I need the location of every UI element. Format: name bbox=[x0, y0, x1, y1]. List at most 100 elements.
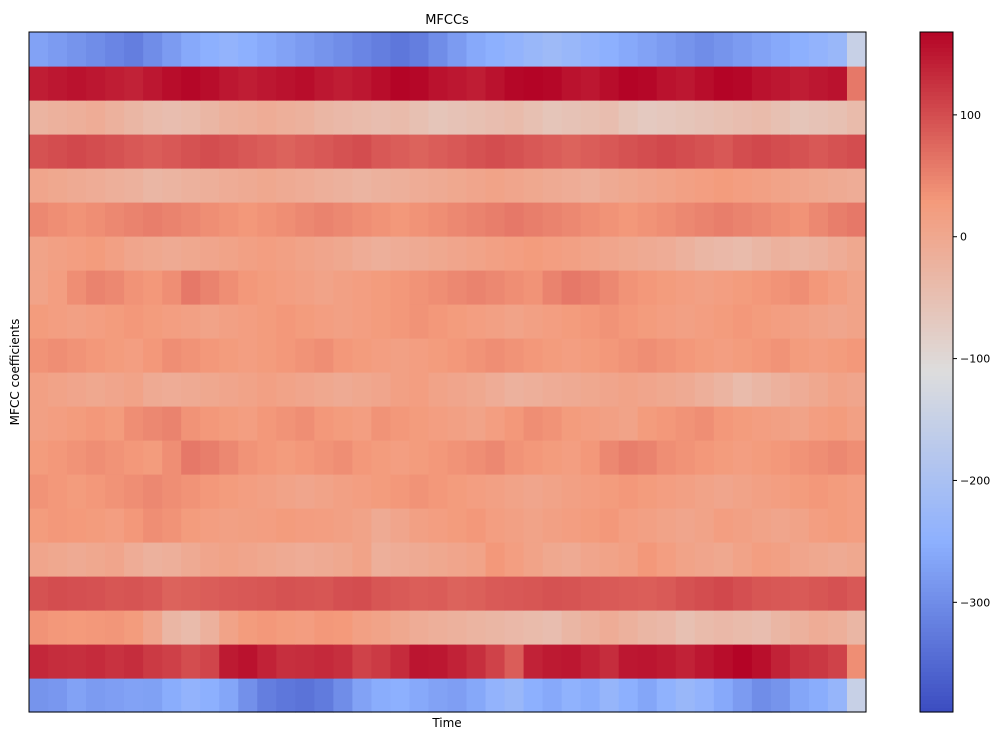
heatmap-cell bbox=[276, 644, 296, 679]
heatmap-cell bbox=[732, 678, 753, 713]
colorbar-segment bbox=[920, 172, 953, 177]
heatmap-cell bbox=[162, 576, 182, 611]
heatmap-cell bbox=[808, 610, 829, 645]
colorbar-segment bbox=[920, 696, 953, 701]
heatmap-cell bbox=[86, 542, 106, 577]
heatmap-cell bbox=[827, 678, 848, 713]
heatmap-cell bbox=[504, 474, 525, 509]
colorbar-segment bbox=[920, 492, 953, 497]
heatmap-cell bbox=[124, 270, 144, 305]
heatmap-cell bbox=[504, 134, 525, 169]
heatmap-cell bbox=[390, 32, 411, 67]
heatmap-cell bbox=[200, 270, 220, 305]
heatmap-cell bbox=[238, 576, 258, 611]
heatmap-cell bbox=[86, 270, 106, 305]
heatmap-cell bbox=[124, 678, 144, 713]
heatmap-cell bbox=[200, 372, 220, 407]
heatmap-cell bbox=[675, 270, 696, 305]
heatmap-cell bbox=[333, 678, 353, 713]
heatmap-cell bbox=[542, 202, 563, 237]
heatmap-cell bbox=[504, 644, 525, 679]
heatmap-cell bbox=[713, 270, 734, 305]
heatmap-cell bbox=[143, 100, 163, 135]
heatmap-cell bbox=[789, 372, 810, 407]
colorbar-segment bbox=[920, 284, 953, 289]
heatmap-cell bbox=[789, 508, 810, 543]
heatmap-cell bbox=[694, 576, 715, 611]
heatmap-cell bbox=[732, 542, 753, 577]
heatmap-cell bbox=[694, 440, 715, 475]
heatmap-cell bbox=[124, 338, 144, 373]
heatmap-cell bbox=[124, 372, 144, 407]
heatmap-cell bbox=[428, 474, 449, 509]
heatmap-cell bbox=[219, 338, 239, 373]
heatmap-cell bbox=[333, 32, 353, 67]
heatmap-cell bbox=[371, 100, 392, 135]
colorbar-segment bbox=[920, 704, 953, 709]
heatmap-cell bbox=[219, 576, 239, 611]
heatmap-cell bbox=[713, 372, 734, 407]
heatmap-cell bbox=[86, 236, 106, 271]
heatmap-cell bbox=[466, 610, 487, 645]
heatmap-cell bbox=[124, 610, 144, 645]
heatmap-cell bbox=[485, 338, 506, 373]
heatmap-cell bbox=[314, 644, 334, 679]
heatmap-cell bbox=[770, 508, 791, 543]
heatmap-cell bbox=[409, 474, 430, 509]
heatmap-cell bbox=[67, 66, 87, 101]
heatmap-cell bbox=[618, 100, 639, 135]
heatmap-cell bbox=[162, 542, 182, 577]
heatmap-cell bbox=[618, 440, 639, 475]
heatmap-cell bbox=[675, 134, 696, 169]
heatmap-cell bbox=[105, 32, 125, 67]
heatmap-cell bbox=[238, 644, 258, 679]
heatmap-cell bbox=[523, 474, 544, 509]
heatmap-cell bbox=[409, 236, 430, 271]
heatmap-cell bbox=[827, 270, 848, 305]
heatmap-cell bbox=[238, 542, 258, 577]
heatmap-cell bbox=[523, 168, 544, 203]
heatmap-cell bbox=[523, 508, 544, 543]
heatmap-cell bbox=[789, 576, 810, 611]
heatmap-cell bbox=[732, 270, 753, 305]
heatmap-cell bbox=[219, 610, 239, 645]
heatmap-cell bbox=[542, 474, 563, 509]
heatmap-cell bbox=[808, 508, 829, 543]
heatmap-cell bbox=[732, 100, 753, 135]
heatmap-cell bbox=[504, 542, 525, 577]
heatmap-cell bbox=[485, 32, 506, 67]
heatmap-cell bbox=[523, 32, 544, 67]
heatmap-cell bbox=[238, 66, 258, 101]
heatmap-cell bbox=[675, 304, 696, 339]
heatmap-cell bbox=[846, 644, 867, 679]
heatmap-cell bbox=[447, 542, 468, 577]
heatmap-cell bbox=[561, 678, 582, 713]
colorbar-segment bbox=[920, 504, 953, 509]
colorbar-tick-label: −200 bbox=[960, 474, 990, 487]
heatmap-cell bbox=[561, 576, 582, 611]
heatmap-cell bbox=[67, 338, 87, 373]
heatmap-cell bbox=[751, 338, 772, 373]
heatmap-cell bbox=[542, 66, 563, 101]
colorbar-segment bbox=[920, 512, 953, 517]
heatmap-cell bbox=[48, 236, 68, 271]
heatmap-cell bbox=[105, 304, 125, 339]
heatmap-cell bbox=[637, 372, 658, 407]
heatmap-cell bbox=[143, 372, 163, 407]
heatmap-cell bbox=[751, 304, 772, 339]
colorbar-segment bbox=[920, 592, 953, 597]
colorbar-segment bbox=[920, 416, 953, 421]
heatmap-cell bbox=[105, 610, 125, 645]
heatmap-cell bbox=[86, 644, 106, 679]
colorbar-segment bbox=[920, 372, 953, 377]
heatmap-cell bbox=[599, 542, 620, 577]
heatmap-cell bbox=[295, 474, 315, 509]
heatmap-cell bbox=[466, 202, 487, 237]
heatmap-cell bbox=[428, 372, 449, 407]
heatmap-cell bbox=[352, 610, 373, 645]
colorbar-segment bbox=[920, 276, 953, 281]
heatmap-cell bbox=[105, 542, 125, 577]
heatmap-cell bbox=[86, 372, 106, 407]
heatmap-cell bbox=[48, 168, 68, 203]
heatmap-cell bbox=[124, 542, 144, 577]
